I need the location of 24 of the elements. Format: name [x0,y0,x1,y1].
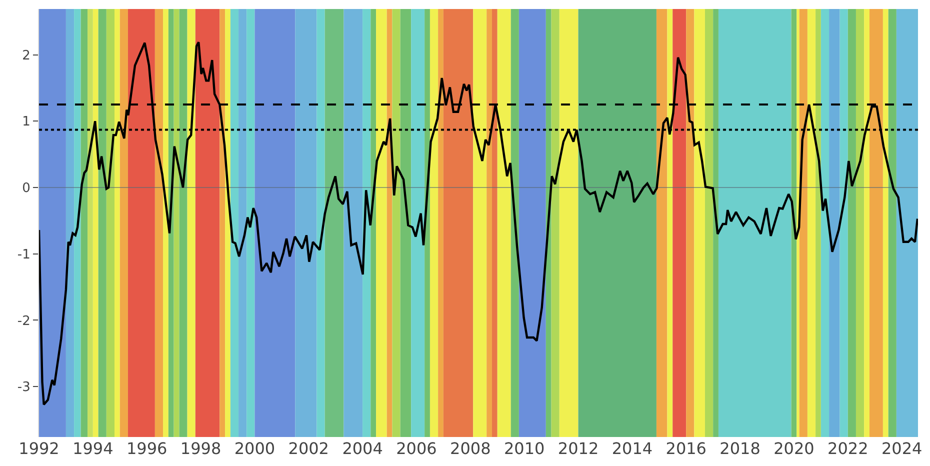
x-tick-label: 2008 [450,439,491,458]
x-tick-label: 2004 [342,439,383,458]
x-tick-label: 2020 [774,439,814,458]
x-tick-label: 2024 [881,439,922,458]
y-tick-label: 0 [22,181,30,196]
y-tick-label: 2 [22,48,30,64]
x-tick-label: 1996 [126,439,168,458]
x-tick-label: 2002 [288,439,329,458]
y-tick-label: -1 [17,247,30,262]
x-tick-label: 1992 [18,439,60,458]
x-tick-label: 2006 [396,439,437,458]
x-tick-label: 2000 [234,439,276,458]
x-tick-label: 2022 [828,439,868,458]
x-tick-label: 2012 [558,439,599,458]
x-tick-label: 1998 [180,439,222,458]
x-tick-label: 2018 [720,439,760,458]
y-tick-label: 1 [22,114,30,130]
x-tick-label: 2014 [612,439,653,458]
line-series [39,41,918,406]
x-tick-label: 2010 [504,439,545,458]
y-tick-label: -3 [17,380,30,396]
x-tick-label: 2016 [666,439,706,458]
x-tick-label: 1994 [72,439,114,458]
y-tick-label: -2 [17,314,30,329]
